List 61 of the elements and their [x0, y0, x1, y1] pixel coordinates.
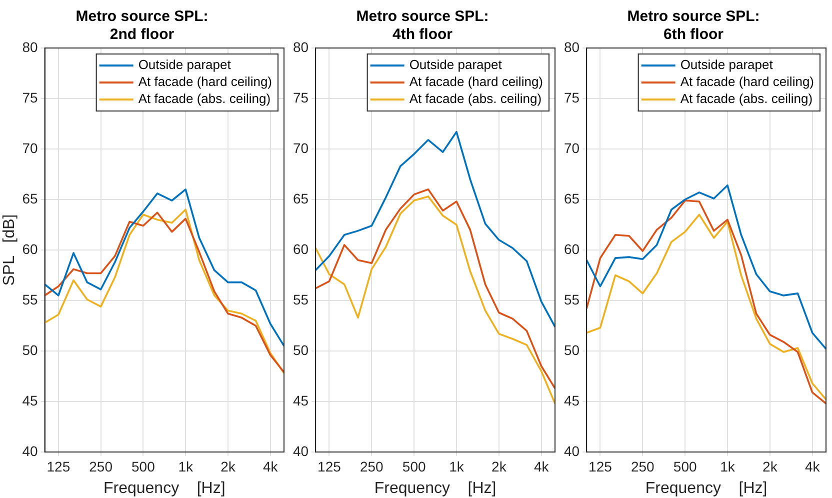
chart-title: Metro source SPL: 4th floor [356, 8, 489, 44]
x-axis-title: Frequency [Hz] [103, 480, 226, 497]
x-tick-label: 2k [762, 458, 778, 474]
x-tick-label: 2k [220, 458, 236, 474]
y-axis-title: SPL [dB] [1, 214, 18, 286]
y-tick-label: 65 [292, 190, 309, 206]
y-tick-label: 80 [564, 38, 580, 55]
y-tick-label: 50 [292, 342, 309, 358]
y-tick-label: 75 [22, 89, 38, 106]
y-tick-label: 40 [22, 442, 38, 459]
x-axis-title: Frequency [Hz] [374, 480, 496, 497]
y-tick-label: 65 [564, 190, 580, 206]
x-tick-label: 4k [534, 458, 550, 474]
y-tick-label: 45 [564, 392, 580, 408]
y-tick-label: 70 [564, 140, 580, 156]
y-tick-label: 55 [564, 291, 580, 308]
x-tick-label: 500 [132, 458, 156, 474]
x-tick-label: 125 [588, 458, 612, 474]
y-tick-label: 60 [292, 240, 309, 257]
x-axis-title: Frequency [Hz] [645, 480, 768, 497]
y-tick-label: 75 [292, 89, 309, 106]
legend-label: At facade (hard ceiling) [138, 74, 272, 90]
y-tick-label: 40 [292, 442, 309, 459]
y-tick-label: 70 [22, 140, 38, 156]
y-tick-label: 50 [564, 342, 580, 358]
y-tick-label: 60 [564, 240, 580, 257]
x-tick-label: 1k [720, 458, 736, 474]
y-tick-label: 40 [564, 442, 580, 459]
y-tick-label: 80 [22, 38, 38, 55]
x-tick-label: 250 [630, 458, 655, 474]
y-tick-label: 50 [22, 342, 38, 358]
x-tick-label: 500 [673, 458, 697, 474]
y-tick-label: 45 [292, 392, 309, 408]
x-tick-label: 4k [804, 458, 821, 474]
legend-label: At facade (abs. ceiling) [138, 91, 271, 106]
x-tick-label: 4k [262, 458, 279, 474]
x-tick-label: 250 [360, 458, 384, 474]
legend-label: At facade (abs. ceiling) [680, 91, 813, 106]
y-tick-label: 70 [292, 140, 309, 156]
legend-label: At facade (hard ceiling) [680, 74, 814, 90]
x-tick-label: 125 [46, 458, 70, 474]
chart-title: Metro source SPL: 2nd floor [76, 8, 208, 44]
chart-title: Metro source SPL: 6th floor [627, 8, 760, 44]
x-tick-label: 500 [402, 458, 426, 474]
y-tick-label: 55 [22, 291, 38, 308]
legend-label: Outside parapet [409, 57, 502, 72]
y-tick-label: 75 [564, 89, 580, 106]
legend-label: Outside parapet [680, 57, 774, 72]
legend-label: At facade (abs. ceiling) [409, 91, 542, 106]
x-tick-label: 2k [492, 458, 508, 474]
y-tick-label: 60 [22, 240, 38, 257]
y-tick-label: 80 [292, 38, 309, 55]
legend-label: Outside parapet [138, 57, 232, 72]
legend-label: At facade (hard ceiling) [409, 74, 544, 90]
x-tick-label: 250 [89, 458, 113, 474]
y-tick-label: 65 [22, 190, 38, 206]
x-tick-label: 1k [178, 458, 194, 474]
y-tick-label: 55 [292, 291, 309, 308]
x-tick-label: 1k [449, 458, 465, 474]
x-tick-label: 125 [318, 458, 342, 474]
y-tick-label: 45 [22, 392, 38, 408]
